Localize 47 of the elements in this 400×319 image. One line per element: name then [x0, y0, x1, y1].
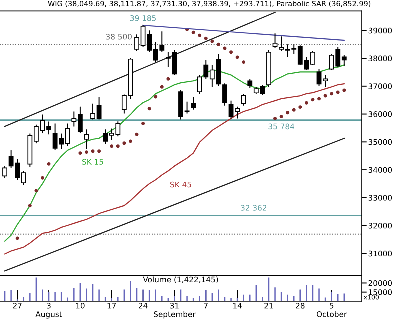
- point: [40, 176, 44, 180]
- point: [160, 85, 164, 89]
- point: [166, 77, 170, 81]
- point: [242, 60, 246, 64]
- point: [116, 144, 120, 148]
- candlestick: [222, 83, 228, 106]
- point: [78, 152, 82, 156]
- point: [280, 115, 284, 119]
- point: [154, 95, 158, 99]
- point: [342, 88, 346, 92]
- candlestick: [2, 166, 8, 179]
- point: [122, 142, 126, 146]
- point: [210, 40, 214, 44]
- point: [324, 94, 328, 98]
- point: [318, 97, 322, 101]
- point: [98, 150, 102, 154]
- line-series: [4, 64, 345, 242]
- point: [135, 132, 139, 136]
- point: [34, 189, 38, 193]
- candlestick: [191, 96, 196, 110]
- point: [286, 111, 290, 115]
- point: [84, 150, 88, 154]
- candlestick: [241, 93, 246, 106]
- point: [47, 162, 51, 166]
- candlestick: [84, 129, 90, 150]
- point: [274, 117, 278, 120]
- point: [28, 204, 32, 208]
- point: [236, 56, 240, 60]
- point: [336, 90, 340, 94]
- point: [142, 122, 146, 126]
- point: [16, 236, 20, 240]
- point: [304, 101, 308, 105]
- point: [91, 150, 95, 154]
- point: [204, 36, 208, 40]
- point: [298, 106, 302, 110]
- point: [110, 144, 114, 148]
- candlestick: [272, 33, 278, 49]
- point: [230, 50, 234, 54]
- point: [311, 98, 315, 102]
- point: [198, 34, 202, 38]
- point: [128, 140, 132, 144]
- line-series: [4, 83, 345, 255]
- point: [148, 107, 152, 111]
- point: [330, 92, 334, 96]
- point: [216, 42, 220, 46]
- point: [192, 30, 196, 34]
- point: [292, 108, 296, 112]
